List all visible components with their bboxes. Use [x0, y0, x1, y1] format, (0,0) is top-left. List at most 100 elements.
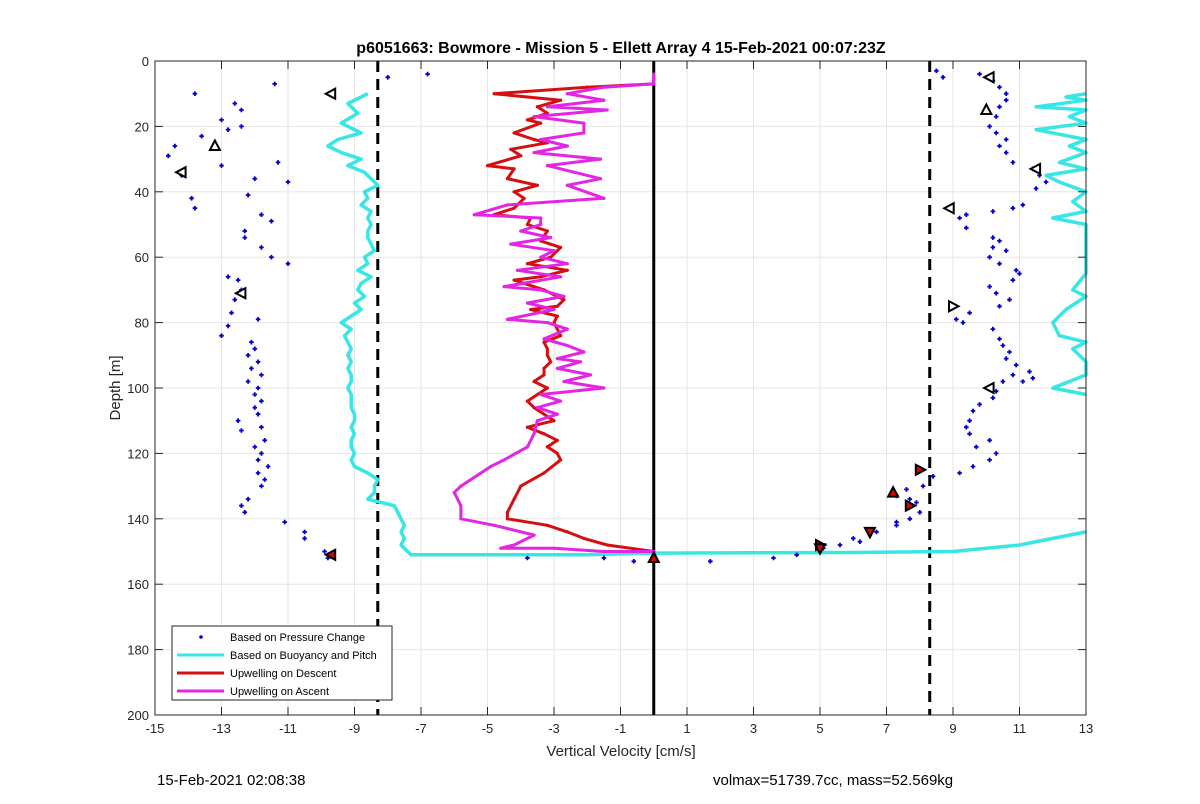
- pressure-point: [252, 444, 258, 450]
- pressure-point-mark: [249, 366, 254, 371]
- pressure-point: [225, 274, 231, 280]
- ascent-point: [499, 546, 503, 550]
- pressure-point-mark: [987, 437, 992, 443]
- pressure-point: [219, 333, 224, 339]
- pressure-point-mark: [265, 464, 271, 469]
- triangle-marker-shape: [647, 550, 661, 563]
- pressure-point-mark: [1010, 372, 1016, 378]
- triangle-marker-shape: [886, 484, 900, 498]
- pressure-point: [259, 483, 264, 489]
- ascent-point: [459, 504, 463, 508]
- triangle-marker: [914, 463, 928, 477]
- ascent-point: [602, 196, 606, 200]
- pressure-point-mark: [850, 536, 856, 541]
- pressure-point-mark: [1010, 277, 1016, 283]
- x-tick-label: 5: [816, 721, 823, 736]
- y-axis-ticks: 0 20 40 60 80 100 120 140 160 180 200: [127, 54, 1086, 723]
- pressure-point: [601, 555, 607, 561]
- pressure-point: [997, 84, 1002, 90]
- pressure-point-mark: [963, 225, 969, 231]
- ascent-point: [588, 373, 593, 377]
- descent-point: [555, 438, 559, 442]
- pressure-point-mark: [953, 316, 959, 322]
- y-tick-label: 100: [127, 381, 149, 396]
- ascent-point: [552, 249, 556, 253]
- triangle-marker-shape: [323, 87, 337, 101]
- triangle-marker: [208, 138, 222, 151]
- pressure-point-mark: [1000, 379, 1006, 384]
- pressure-point: [1033, 186, 1039, 191]
- pressure-point: [997, 261, 1002, 267]
- descent-point: [545, 523, 549, 527]
- x-tick-label: 13: [1079, 721, 1093, 736]
- triangle-marker: [863, 526, 877, 540]
- pressure-point: [1003, 97, 1009, 103]
- pressure-point-mark: [857, 539, 863, 545]
- descent-point: [525, 262, 530, 266]
- pressure-point: [225, 127, 231, 132]
- pressure-point: [219, 163, 224, 168]
- pressure-point-mark: [1003, 137, 1009, 142]
- pressure-point: [285, 179, 291, 185]
- pressure-point-mark: [990, 245, 996, 250]
- ascent-point: [539, 222, 543, 227]
- pressure-point: [904, 487, 909, 492]
- pressure-point-mark: [993, 451, 999, 456]
- pressure-point: [977, 71, 982, 77]
- pressure-point: [1013, 267, 1019, 273]
- y-tick-label: 60: [135, 250, 149, 265]
- pressure-point: [963, 212, 969, 217]
- pressure-point-mark: [1030, 375, 1036, 381]
- ascent-point: [602, 549, 606, 554]
- pressure-point: [990, 245, 996, 250]
- pressure-point: [631, 558, 637, 564]
- x-tick-label: -7: [415, 721, 427, 736]
- pressure-point: [245, 496, 251, 502]
- pressure-point: [232, 297, 238, 303]
- triangle-marker-shape: [981, 381, 995, 395]
- pressure-point: [997, 336, 1002, 342]
- pressure-point-mark: [993, 114, 999, 119]
- pressure-point-mark: [631, 558, 637, 564]
- pressure-point: [1043, 179, 1049, 185]
- ascent-point: [602, 98, 606, 102]
- pressure-point: [957, 215, 962, 221]
- pressure-point: [189, 196, 194, 201]
- pressure-point-mark: [385, 75, 391, 80]
- pressure-point: [917, 509, 923, 515]
- pressure-point: [1007, 297, 1012, 303]
- pressure-point-mark: [970, 408, 976, 414]
- descent-point: [485, 164, 490, 168]
- pressure-point-mark: [259, 372, 264, 378]
- pressure-point: [252, 392, 258, 397]
- descent-point: [559, 245, 563, 249]
- pressure-point: [245, 379, 251, 384]
- ascent-point: [452, 491, 456, 495]
- y-tick-label: 200: [127, 708, 149, 723]
- triangle-marker: [233, 286, 247, 300]
- legend-box: [171, 625, 393, 701]
- descent-point: [535, 105, 539, 109]
- triangle-marker-shape: [813, 543, 827, 556]
- pressure-point-mark: [1027, 369, 1032, 374]
- pressure-point: [1020, 379, 1026, 384]
- pressure-point-mark: [930, 473, 936, 479]
- descent-point: [512, 206, 516, 210]
- x-tick-label: -11: [279, 721, 297, 736]
- pressure-point-mark: [229, 310, 234, 316]
- pressure-point: [229, 310, 234, 316]
- pressure-point: [1013, 362, 1019, 368]
- pressure-point-mark: [977, 402, 982, 407]
- ascent-point: [502, 458, 506, 462]
- pressure-point: [987, 254, 992, 260]
- pressure-point: [199, 133, 204, 139]
- chart-title: p6051663: Bowmore - Mission 5 - Ellett A…: [356, 40, 886, 57]
- pressure-point-mark: [1020, 379, 1026, 384]
- pressure-point: [1003, 248, 1009, 253]
- pressure-point-mark: [219, 117, 224, 123]
- pressure-point-mark: [302, 529, 307, 535]
- pressure-point-mark: [272, 81, 278, 87]
- pressure-point-mark: [977, 71, 982, 77]
- x-tick-label: -13: [212, 721, 231, 736]
